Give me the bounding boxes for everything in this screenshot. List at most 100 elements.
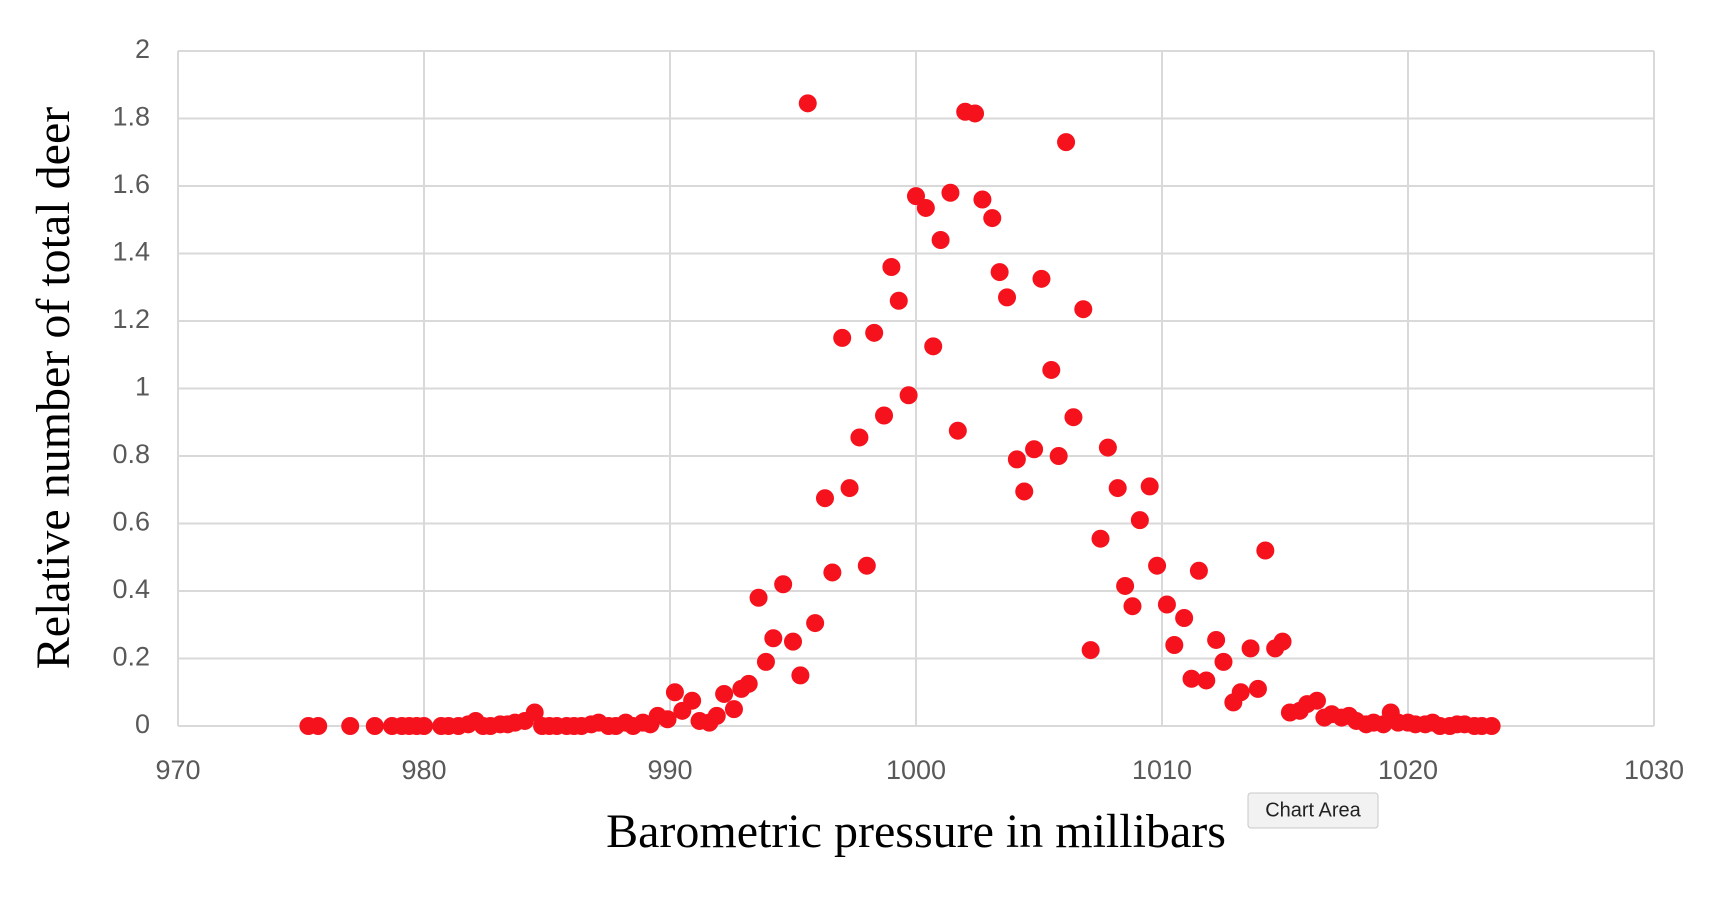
point [966,104,985,123]
point [875,406,894,425]
point [1482,717,1501,735]
point [791,666,810,685]
point [1273,632,1292,651]
x-tick-label: 1010 [1132,755,1192,785]
x-tick-label: 1020 [1378,755,1438,785]
point [865,323,884,342]
point [1032,269,1051,288]
point [990,263,1009,282]
point [665,683,684,702]
x-tick-label: 990 [647,755,692,785]
point [1140,477,1159,496]
point [774,575,793,594]
y-tick-label: 0.4 [112,574,150,604]
point [941,183,960,202]
y-tick-label: 2 [135,34,150,64]
point [889,291,908,310]
point [823,563,842,582]
point [1042,360,1061,379]
point [1182,669,1201,688]
point [1307,691,1326,710]
point [1074,300,1093,319]
point [1049,447,1068,465]
point [724,700,743,719]
point [1175,609,1194,627]
point [916,198,935,217]
point [1108,479,1127,498]
point [1123,597,1142,616]
point [1197,671,1216,690]
point [1091,529,1110,548]
point [815,489,834,508]
y-tick-label: 1.2 [112,304,150,334]
point [924,337,943,356]
point [1116,576,1135,595]
point [1025,440,1044,459]
point [1165,636,1184,654]
point [365,717,384,735]
point [907,187,925,206]
y-tick-label: 0.2 [112,642,150,672]
point [756,652,775,671]
point [658,710,677,729]
point [850,428,869,447]
point [1081,641,1100,660]
tooltip-box [1247,792,1379,829]
y-axis-title: Relative number of total deer [27,107,80,669]
point [525,703,544,722]
point [341,717,360,735]
point [798,94,817,113]
point [309,717,328,735]
point [784,632,802,651]
point [998,288,1017,307]
point [857,556,876,575]
grid: 0 0.2 0.4 0.6 0.8 1 1.2 1.4 1.6 1.8 2 970 980 990 1000… [112,34,1684,785]
point [1015,482,1034,501]
point [840,479,859,498]
y-tick-label: 1.6 [112,169,150,199]
point [1098,438,1117,457]
y-tick-label: 1.8 [112,102,150,132]
point [1207,630,1226,649]
point [1007,450,1026,469]
point [1057,133,1076,152]
y-tick-label: 1 [135,372,150,402]
x-tick-label: 970 [155,755,200,785]
x-tick-label: 1000 [886,755,946,785]
tooltip: Chart Area [1265,799,1361,821]
y-tick-label: 1.4 [112,237,150,267]
point [683,691,702,710]
point [833,328,852,347]
point [1231,683,1250,702]
y-tick-label: 0 [135,709,150,739]
point [882,258,901,276]
point [1241,639,1260,658]
point [415,717,433,735]
point [1256,541,1275,560]
point [983,209,1002,228]
y-tick-label: 0.8 [112,439,150,469]
point [1189,561,1208,580]
y-tick-label: 0.6 [112,507,150,537]
point [948,421,967,440]
points [299,94,1501,735]
point [1214,652,1233,671]
point [973,190,992,209]
x-tick-label: 1030 [1624,755,1684,785]
point [739,674,758,693]
point [1248,679,1267,698]
x-axis-title: Barometric pressure in millibars [606,805,1226,858]
point [749,588,768,607]
point [806,614,825,633]
point [1130,511,1149,530]
point [899,386,918,405]
point [764,629,783,648]
point [931,231,950,249]
point [1157,595,1176,614]
point [1064,408,1083,427]
point [1148,556,1167,575]
point [707,706,726,725]
point [715,684,734,703]
